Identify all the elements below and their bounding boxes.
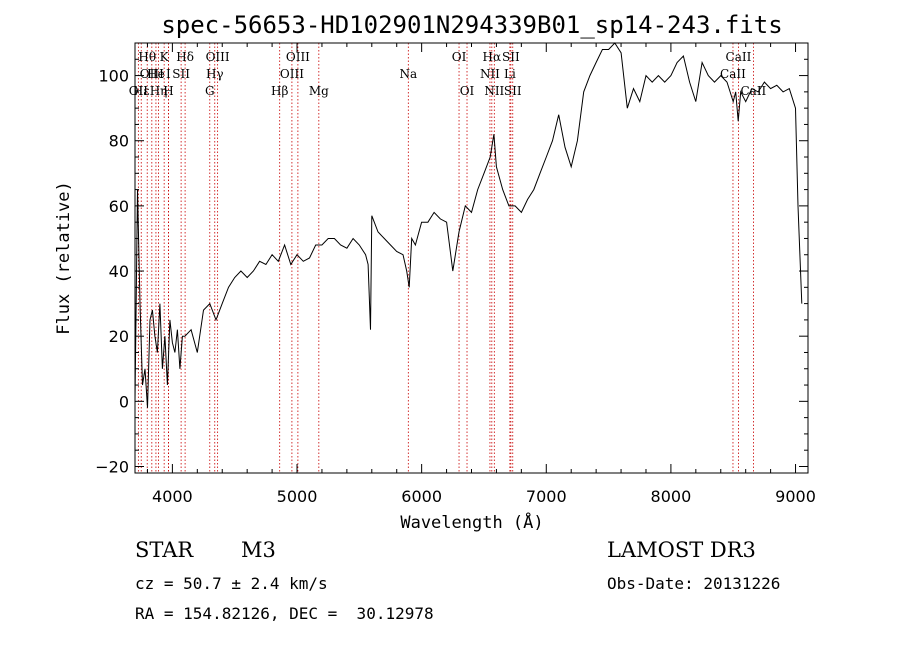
line-label-3: OIII [140, 67, 164, 81]
line-label-5: Hη [150, 84, 168, 98]
plot-frame [134, 42, 809, 474]
line-label-25: SII [502, 50, 520, 64]
y-tick-label: 0 [119, 392, 129, 411]
line-label-6: K [160, 50, 170, 64]
line-label-2: Hθ [138, 50, 156, 64]
x-axis: 4000 5000 6000 7000 8000 9000 [146, 43, 816, 506]
redshift-info: cz = 50.7 ± 2.4 km/s [135, 574, 328, 593]
line-label-8: I [166, 67, 171, 81]
line-label-11: G [205, 84, 215, 98]
obs-date: Obs-Date: 20131226 [607, 574, 781, 593]
y-tick-label: 20 [109, 327, 129, 346]
line-label-15: OIII [280, 67, 304, 81]
x-tick-label: 8000 [651, 487, 692, 506]
line-label-14: Hβ [271, 84, 288, 98]
y-tick-label: 60 [109, 197, 129, 216]
survey-name: LAMOST DR3 [607, 538, 756, 562]
line-label-9: SII [172, 67, 190, 81]
line-label-27: CaII [720, 67, 746, 81]
line-label-18: Na [399, 67, 417, 81]
y-tick-label: 80 [109, 132, 129, 151]
y-tick-label: 100 [98, 67, 129, 86]
line-label-19: OI [452, 50, 467, 64]
chart-title: spec-56653-HD102901N294339B01_sp14-243.f… [161, 11, 782, 39]
x-tick-label: 5000 [277, 487, 318, 506]
y-axis-label: Flux (relative) [54, 181, 74, 335]
line-label-12: Hγ [206, 67, 224, 81]
x-tick-label: 6000 [401, 487, 442, 506]
y-tick-label: 40 [109, 262, 129, 281]
line-label-20: OI [460, 84, 475, 98]
line-label-26: SII [504, 84, 522, 98]
line-label-1: Hε [133, 84, 150, 98]
x-tick-label: 7000 [526, 487, 567, 506]
line-label-24: Li [504, 67, 516, 81]
line-label-4: He [147, 67, 165, 81]
spectrum-line [134, 42, 803, 408]
line-label-7: H [163, 84, 173, 98]
line-label-17: Mg [309, 84, 329, 98]
x-tick-label: 9000 [775, 487, 816, 506]
line-label-21: NII [480, 67, 500, 81]
line-markers [137, 43, 754, 473]
line-label-29: CaII [740, 84, 766, 98]
line-label-23: NII [484, 84, 504, 98]
spectral-subclass: M3 [241, 538, 276, 562]
line-label-10: Hδ [176, 50, 194, 64]
line-label-13: OIII [206, 50, 230, 64]
object-class: STAR [135, 538, 194, 562]
line-label-16: OIII [286, 50, 310, 64]
line-label-0: OII [129, 84, 149, 98]
y-tick-label: −20 [95, 457, 129, 476]
y-axis: −20 0 20 40 60 80 100 [95, 42, 808, 476]
x-axis-label: Wavelength (Å) [400, 511, 543, 533]
line-label-28: CaII [726, 50, 752, 64]
line-label-22: Hα [483, 50, 502, 64]
coordinates: RA = 154.82126, DEC = 30.12978 [135, 604, 434, 623]
x-tick-label: 4000 [152, 487, 193, 506]
